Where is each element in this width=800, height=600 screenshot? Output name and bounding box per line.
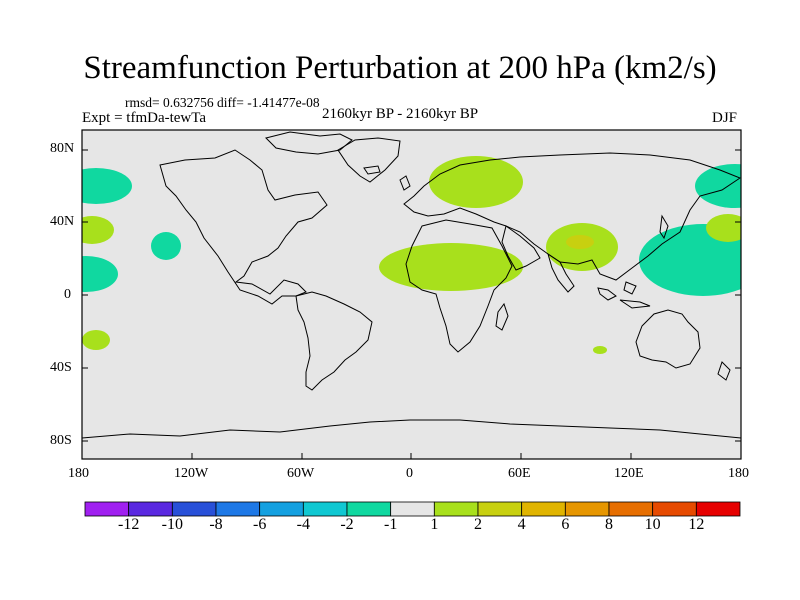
colorbar-label: -2 xyxy=(340,516,354,533)
plot-title: Streamfunction Perturbation at 200 hPa (… xyxy=(83,50,717,86)
colorbar-swatch xyxy=(695,501,741,517)
stats-text: rmsd= 0.632756 diff= -1.41477e-08 xyxy=(125,95,320,110)
colorbar-label: 12 xyxy=(688,516,705,533)
anomaly-pacific-dateline-north xyxy=(82,256,118,292)
experiment-label: Expt = tfmDa-tewTa xyxy=(82,110,207,126)
colorbar-label: 2 xyxy=(474,516,482,533)
anomaly-north-pacific-east xyxy=(695,164,741,208)
lon-tick-60e: 60E xyxy=(508,466,531,481)
lon-tick-0: 0 xyxy=(406,466,413,481)
colorbar-label: -8 xyxy=(209,516,223,533)
lat-tick-0: 0 xyxy=(64,287,71,302)
colorbar-swatch xyxy=(564,501,610,517)
colorbar-label: 10 xyxy=(644,516,661,533)
colorbar-label: -12 xyxy=(117,516,140,533)
lon-tick-60w: 60W xyxy=(287,466,315,481)
anomaly-scandinavia xyxy=(429,156,523,208)
colorbar-swatch xyxy=(302,501,348,517)
lon-tick-180e: 180 xyxy=(728,466,749,481)
lon-tick-120w: 120W xyxy=(174,466,209,481)
anomaly-west-pacific xyxy=(639,224,741,296)
colorbar-label: -4 xyxy=(296,516,310,533)
axis-ticks xyxy=(81,149,742,459)
colorbar-swatch xyxy=(259,501,304,517)
colorbar-label: 4 xyxy=(517,516,526,533)
colorbar-swatch xyxy=(608,501,654,517)
colorbar-swatch xyxy=(652,501,697,517)
anomaly-central-pacific-north xyxy=(151,232,181,260)
map-background xyxy=(82,130,741,459)
coastlines xyxy=(82,131,741,439)
colorbar-swatch xyxy=(390,501,435,517)
colorbar-label: 1 xyxy=(430,516,439,533)
colorbar-swatch xyxy=(128,501,173,517)
colorbar-swatch xyxy=(433,501,479,517)
colorbar-swatch xyxy=(521,501,566,517)
lat-tick-80s: 80S xyxy=(50,433,72,448)
anomaly-subtropical-north-pacific-east xyxy=(706,214,741,242)
colorbar-label: -1 xyxy=(383,516,398,533)
lat-tick-80n: 80N xyxy=(50,141,75,156)
colorbar-label: -10 xyxy=(161,516,183,533)
lat-tick-40s: 40S xyxy=(50,360,72,375)
colorbar-label: 8 xyxy=(605,516,613,533)
colorbar-swatch xyxy=(171,501,217,517)
anomaly-south-asia-core xyxy=(566,235,594,249)
colorbar-swatch xyxy=(215,501,261,517)
lon-tick-120e: 120E xyxy=(614,466,644,481)
season-label: DJF xyxy=(712,110,738,126)
anomaly-northern-australia xyxy=(593,346,607,354)
anomaly-subtropical-north-pacific-west xyxy=(82,216,114,244)
colorbar-swatch xyxy=(477,501,523,517)
colorbar-label: -6 xyxy=(252,516,267,533)
colorbar-label: 6 xyxy=(561,516,570,533)
lon-tick-180w: 180 xyxy=(68,466,89,481)
anomaly-north-pacific-west xyxy=(82,168,132,204)
colorbar xyxy=(84,501,741,517)
anomaly-south-pacific xyxy=(82,330,110,350)
lat-tick-40n: 40N xyxy=(50,214,75,229)
colorbar-swatch xyxy=(84,501,130,517)
period-label: 2160kyr BP - 2160kyr BP xyxy=(322,106,479,122)
anomaly-north-africa xyxy=(379,243,523,291)
colorbar-swatch xyxy=(346,501,392,517)
